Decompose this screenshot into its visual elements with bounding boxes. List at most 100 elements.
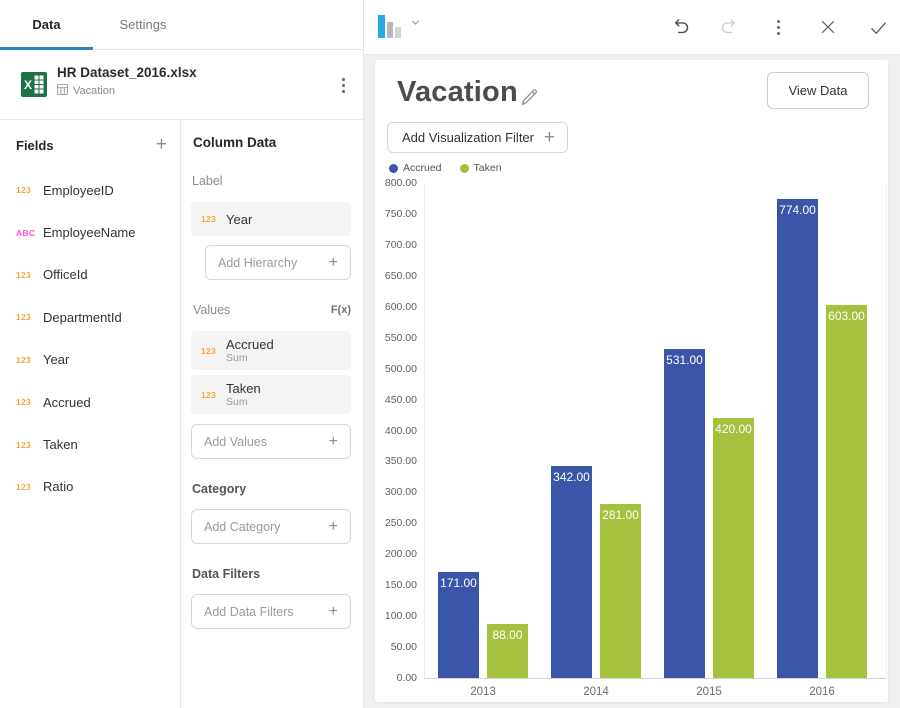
legend-item-taken[interactable]: Taken bbox=[459, 162, 502, 174]
chart-toolbar bbox=[364, 0, 900, 55]
bar-value-label: 171.00 bbox=[440, 576, 477, 591]
bar-taken-2015[interactable]: 420.00 bbox=[713, 418, 754, 678]
y-axis-line bbox=[424, 183, 425, 678]
add-data-filters-button[interactable]: Add Data Filters + bbox=[191, 594, 351, 629]
field-label: Year bbox=[43, 352, 70, 368]
y-axis-tick: 200.00 bbox=[384, 548, 417, 561]
add-hierarchy-button[interactable]: Add Hierarchy + bbox=[205, 245, 351, 280]
y-axis-tick: 800.00 bbox=[384, 177, 417, 189]
field-item-year[interactable]: 123 Year bbox=[0, 339, 180, 381]
bar-value-label: 531.00 bbox=[666, 353, 703, 368]
y-axis-tick: 450.00 bbox=[384, 393, 417, 406]
undo-icon[interactable] bbox=[668, 15, 692, 39]
bar-value-label: 88.00 bbox=[492, 627, 523, 642]
chip-label: Year bbox=[226, 211, 253, 227]
x-axis-label-2013: 2013 bbox=[470, 686, 496, 698]
number-type-badge: 123 bbox=[16, 185, 32, 196]
number-type-badge: 123 bbox=[16, 481, 32, 492]
number-type-badge: 123 bbox=[16, 269, 32, 280]
field-item-accrued[interactable]: 123 Accrued bbox=[0, 381, 180, 423]
dataset-info: HR Dataset_2016.xlsx Vacation bbox=[57, 65, 197, 98]
bar-chart-icon bbox=[378, 15, 385, 38]
x-axis-label-2014: 2014 bbox=[583, 686, 609, 698]
field-label: Taken bbox=[43, 437, 78, 453]
dataset-sheet-name: Vacation bbox=[73, 85, 115, 97]
bar-value-label: 420.00 bbox=[715, 422, 752, 437]
bar-value-label: 342.00 bbox=[553, 470, 590, 485]
text-type-badge: ABC bbox=[16, 227, 36, 238]
y-axis-tick: 100.00 bbox=[384, 610, 417, 623]
chart-type-selector[interactable] bbox=[378, 15, 422, 38]
plus-icon: + bbox=[543, 126, 555, 148]
edit-title-pencil-icon[interactable] bbox=[519, 87, 540, 113]
field-item-ratio[interactable]: 123 Ratio bbox=[0, 466, 180, 508]
redo-icon[interactable] bbox=[718, 15, 742, 39]
chip-aggregation: Sum bbox=[226, 352, 248, 364]
field-label: EmployeeID bbox=[43, 182, 114, 198]
bar-taken-2013[interactable]: 88.00 bbox=[487, 623, 528, 678]
value-chip-taken[interactable]: 123 Taken Sum bbox=[191, 375, 351, 414]
y-axis-tick: 400.00 bbox=[384, 424, 417, 437]
add-values-button[interactable]: Add Values + bbox=[191, 424, 351, 459]
label-chip-year[interactable]: 123 Year bbox=[191, 202, 351, 236]
field-label: OfficeId bbox=[43, 267, 88, 283]
field-item-taken[interactable]: 123 Taken bbox=[0, 423, 180, 465]
field-item-officeid[interactable]: 123 OfficeId bbox=[0, 254, 180, 296]
plus-icon: + bbox=[328, 517, 338, 535]
field-label: DepartmentId bbox=[43, 309, 122, 325]
dataset-more-icon[interactable] bbox=[340, 76, 347, 95]
tab-settings[interactable]: Settings bbox=[119, 17, 167, 32]
field-item-employeeid[interactable]: 123 EmployeeID bbox=[0, 169, 180, 211]
label-section-title: Label bbox=[192, 174, 223, 188]
bar-chart: 800.00 750.00 700.00 650.00 600.00 550.00 500.… bbox=[375, 60, 888, 702]
confirm-icon[interactable] bbox=[866, 15, 890, 39]
bar-accrued-2015[interactable]: 531.00 bbox=[664, 349, 705, 678]
more-icon[interactable] bbox=[766, 15, 790, 39]
category-section-title: Category bbox=[192, 482, 247, 496]
add-field-button[interactable]: + bbox=[155, 134, 167, 155]
chart-legend: Accrued Taken bbox=[389, 162, 502, 174]
add-category-placeholder: Add Category bbox=[204, 519, 281, 534]
field-label: Accrued bbox=[43, 394, 91, 410]
y-axis-tick: 300.00 bbox=[384, 486, 417, 499]
function-fx-button[interactable]: F(x) bbox=[330, 304, 351, 316]
add-data-filters-placeholder: Add Data Filters bbox=[204, 604, 294, 619]
number-type-badge: 123 bbox=[201, 214, 217, 224]
value-chip-accrued[interactable]: 123 Accrued Sum bbox=[191, 331, 351, 370]
y-axis-tick: 250.00 bbox=[384, 517, 417, 530]
viz-filter-label: Add Visualization Filter bbox=[402, 130, 534, 145]
add-visualization-filter-button[interactable]: Add Visualization Filter + bbox=[387, 122, 568, 153]
excel-file-icon: X bbox=[21, 72, 47, 102]
field-label: Ratio bbox=[43, 479, 74, 495]
number-type-badge: 123 bbox=[16, 439, 32, 450]
close-icon[interactable] bbox=[816, 15, 840, 39]
data-filters-section-title: Data Filters bbox=[192, 567, 261, 581]
add-category-button[interactable]: Add Category + bbox=[191, 509, 351, 544]
tab-data[interactable]: Data bbox=[32, 17, 61, 32]
field-item-employeename[interactable]: ABC EmployeeName bbox=[0, 211, 180, 253]
bar-taken-2016[interactable]: 603.00 bbox=[826, 304, 867, 678]
chart-canvas-area: Vacation View Data Add Visualization Fil… bbox=[364, 55, 900, 708]
legend-label: Taken bbox=[473, 162, 502, 174]
bar-accrued-2014[interactable]: 342.00 bbox=[551, 466, 592, 678]
plus-icon: + bbox=[328, 432, 338, 450]
dataset-filename: HR Dataset_2016.xlsx bbox=[57, 65, 197, 80]
legend-dot bbox=[459, 163, 469, 173]
y-axis-tick: 0.00 bbox=[396, 672, 417, 684]
legend-item-accrued[interactable]: Accrued bbox=[389, 162, 442, 174]
view-data-button[interactable]: View Data bbox=[767, 72, 869, 109]
plot-right-border bbox=[886, 183, 887, 678]
chart-title: Vacation bbox=[397, 76, 518, 108]
y-axis-tick: 700.00 bbox=[384, 238, 417, 251]
legend-label: Accrued bbox=[403, 162, 442, 174]
bar-value-label: 281.00 bbox=[602, 508, 639, 523]
chip-label: Accrued bbox=[226, 337, 274, 352]
chip-label: Taken bbox=[226, 381, 261, 396]
bar-accrued-2013[interactable]: 171.00 bbox=[438, 572, 479, 678]
bar-taken-2014[interactable]: 281.00 bbox=[600, 504, 641, 678]
y-axis-tick: 500.00 bbox=[384, 362, 417, 375]
bar-accrued-2016[interactable]: 774.00 bbox=[777, 199, 818, 678]
fields-panel: Fields + 123 EmployeeID ABC EmployeeName 123… bbox=[0, 120, 181, 708]
add-values-placeholder: Add Values bbox=[204, 434, 268, 449]
field-item-departmentid[interactable]: 123 DepartmentId bbox=[0, 296, 180, 338]
